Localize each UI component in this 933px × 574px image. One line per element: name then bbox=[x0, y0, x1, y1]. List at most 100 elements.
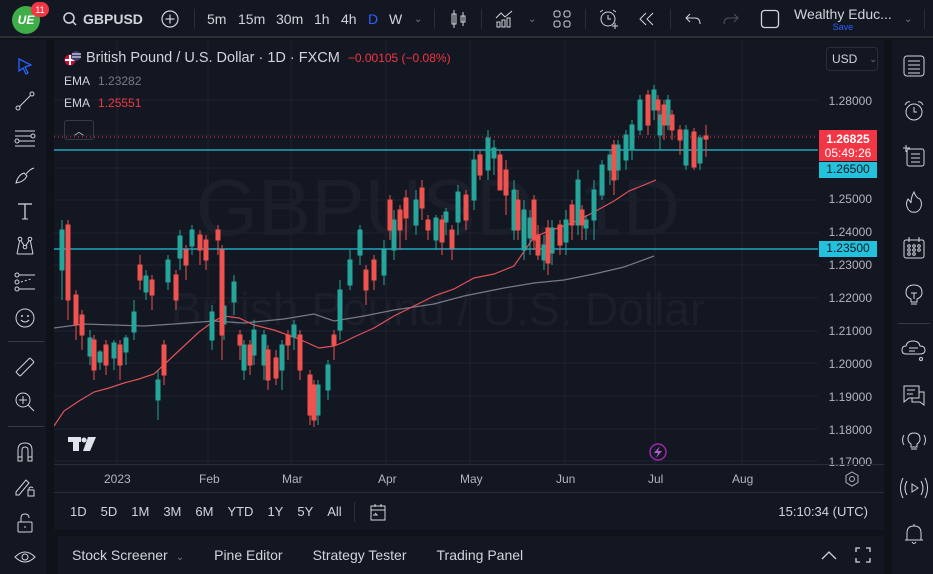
price-axis[interactable]: 1.28000 1.27000 1.25000 1.24000 1.23000 … bbox=[828, 94, 872, 469]
icon-tool[interactable] bbox=[12, 305, 38, 331]
undo-button[interactable] bbox=[684, 0, 702, 38]
streams-ideas-button[interactable] bbox=[900, 428, 928, 456]
fib-tool[interactable] bbox=[12, 125, 38, 151]
tradingview-logo[interactable] bbox=[68, 437, 96, 451]
ema-legend-1[interactable]: EMA 1.23282 bbox=[64, 74, 142, 88]
goto-date-icon[interactable] bbox=[369, 502, 387, 522]
candles-icon bbox=[451, 10, 466, 28]
add-list-icon bbox=[903, 145, 925, 167]
calendar-button[interactable] bbox=[900, 234, 928, 262]
zoom-in-tool[interactable] bbox=[12, 389, 38, 415]
forecast-tool[interactable] bbox=[12, 269, 38, 295]
chart-title[interactable]: British Pound / U.S. Dollar · 1D · FXCM bbox=[86, 50, 340, 66]
chats-button[interactable] bbox=[900, 336, 928, 364]
pattern-tool[interactable] bbox=[12, 233, 38, 259]
save-label[interactable]: Save bbox=[832, 21, 854, 32]
gbp-usd-flag-icon bbox=[64, 51, 81, 66]
alert-button[interactable] bbox=[598, 0, 620, 38]
timeframe-30m[interactable]: 30m bbox=[276, 11, 304, 27]
replay-button[interactable] bbox=[638, 0, 656, 38]
layout-grid-button[interactable] bbox=[553, 0, 571, 38]
chat-icon bbox=[903, 385, 925, 406]
unlock-icon bbox=[17, 513, 33, 533]
chevron-down-icon: ⌄ bbox=[869, 53, 877, 64]
indicators-button[interactable] bbox=[494, 0, 516, 38]
hotlists-button[interactable] bbox=[900, 188, 928, 216]
tab-stock-screener[interactable]: Stock Screener ⌄ bbox=[72, 547, 185, 563]
collapse-legend-button[interactable]: ︿ bbox=[64, 120, 94, 140]
zoom-in-icon bbox=[15, 392, 35, 412]
tab-pine-editor[interactable]: Pine Editor bbox=[214, 547, 283, 563]
square-icon bbox=[760, 9, 780, 29]
time-axis[interactable]: 2023 Feb Mar Apr May Jun Jul Aug bbox=[54, 464, 884, 492]
currency-select[interactable]: USD ⌄ bbox=[826, 47, 878, 71]
symbol-label: GBPUSD bbox=[83, 11, 143, 27]
layout-name-button[interactable]: Wealthy Educ... Save bbox=[794, 0, 892, 38]
compare-symbol-button[interactable] bbox=[160, 0, 180, 38]
indicators-chevron-icon[interactable]: ⌄ bbox=[528, 13, 537, 25]
cursor-tool[interactable] bbox=[12, 53, 38, 79]
timeframe-1h[interactable]: 1h bbox=[314, 11, 330, 27]
chart-settings-icon[interactable] bbox=[844, 471, 860, 487]
range-1d[interactable]: 1D bbox=[70, 504, 87, 519]
ideas-button[interactable] bbox=[900, 281, 928, 309]
range-1y[interactable]: 1Y bbox=[267, 504, 284, 519]
brush-tool[interactable] bbox=[12, 162, 38, 188]
trend-line-tool[interactable] bbox=[12, 88, 38, 114]
hide-drawings-tool[interactable] bbox=[12, 544, 38, 570]
maximize-panel-icon[interactable] bbox=[854, 546, 872, 564]
flame-icon bbox=[906, 190, 922, 213]
calendar-icon bbox=[903, 237, 925, 259]
range-6m[interactable]: 6M bbox=[195, 504, 214, 519]
notifications-button[interactable] bbox=[900, 520, 928, 548]
tab-strategy-tester[interactable]: Strategy Tester bbox=[312, 547, 407, 563]
range-5d[interactable]: 5D bbox=[100, 504, 118, 519]
utc-clock[interactable]: 15:10:34 (UTC) bbox=[778, 504, 868, 519]
event-lightning-icon[interactable] bbox=[649, 443, 667, 461]
timeframe-w[interactable]: W bbox=[389, 11, 403, 27]
timeframe-5m[interactable]: 5m bbox=[207, 11, 227, 27]
level-tag-low: 1.23500 bbox=[819, 241, 877, 257]
range-ytd[interactable]: YTD bbox=[227, 504, 254, 519]
messages-button[interactable] bbox=[900, 382, 928, 410]
top-toolbar: UE 11 GBPUSD 5m 15m 30m 1h 4h D W ⌄ ⌄ We… bbox=[0, 0, 933, 38]
projection-icon bbox=[14, 272, 35, 292]
expand-panel-chevron-up-icon[interactable] bbox=[820, 549, 838, 561]
range-1m[interactable]: 1M bbox=[131, 504, 150, 519]
measure-tool[interactable] bbox=[12, 354, 38, 380]
magnet-tool[interactable] bbox=[12, 439, 38, 465]
timeframe-15m[interactable]: 15m bbox=[238, 11, 266, 27]
eye-icon bbox=[14, 551, 36, 563]
indicators-icon bbox=[495, 10, 513, 28]
right-sidebar bbox=[888, 40, 933, 574]
symbol-search-button[interactable]: GBPUSD bbox=[62, 0, 143, 38]
streams-button[interactable] bbox=[900, 474, 928, 502]
ema-legend-2[interactable]: EMA 1.25551 bbox=[64, 96, 142, 110]
chart-type-button[interactable] bbox=[450, 0, 468, 38]
timeframe-dropdown-chevron-icon[interactable]: ⌄ bbox=[414, 13, 423, 25]
fullscreen-toggle-button[interactable] bbox=[760, 0, 780, 38]
layout-chevron-icon[interactable]: ⌄ bbox=[904, 13, 913, 25]
chevron-down-icon: ⌄ bbox=[175, 552, 185, 563]
range-all[interactable]: All bbox=[327, 504, 342, 519]
price-chart-canvas[interactable]: GBPUSD, 1D British Pound / U.S. Dollar bbox=[54, 40, 818, 464]
thought-bubble-icon bbox=[901, 340, 926, 361]
object-tree-button[interactable] bbox=[900, 142, 928, 170]
lock-all-tool[interactable] bbox=[12, 510, 38, 536]
redo-button[interactable] bbox=[722, 0, 740, 38]
lock-drawings-tool[interactable] bbox=[12, 474, 38, 500]
timeframe-4h[interactable]: 4h bbox=[341, 11, 357, 27]
smiley-icon bbox=[15, 308, 35, 328]
text-tool[interactable] bbox=[12, 198, 38, 224]
tab-trading-panel[interactable]: Trading Panel bbox=[436, 547, 524, 563]
chart-pane[interactable]: GBPUSD, 1D British Pound / U.S. Dollar bbox=[54, 40, 884, 530]
grid-icon bbox=[553, 10, 571, 28]
range-3m[interactable]: 3M bbox=[163, 504, 182, 519]
watchlist-button[interactable] bbox=[900, 52, 928, 80]
alerts-button[interactable] bbox=[900, 97, 928, 125]
layout-name: Wealthy Educ... bbox=[794, 5, 892, 22]
level-tag-high: 1.26500 bbox=[819, 162, 877, 178]
timeframe-d[interactable]: D bbox=[368, 11, 379, 27]
lightbulb-icon bbox=[905, 284, 923, 305]
range-5y[interactable]: 5Y bbox=[297, 504, 314, 519]
